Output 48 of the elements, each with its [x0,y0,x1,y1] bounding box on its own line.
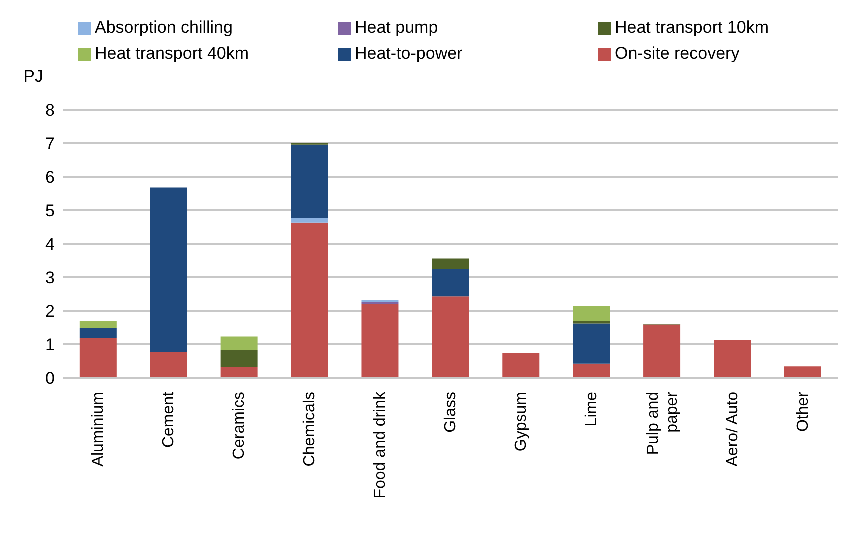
bar [291,144,328,219]
bar [80,328,117,338]
bar [150,352,188,378]
bar [432,269,470,297]
bar [573,364,610,378]
bar [714,340,751,378]
x-tick-label: Glass [442,392,460,433]
legend-label: Heat transport 10km [615,18,770,37]
bar [80,321,117,328]
bar [220,350,258,368]
y-tick-label: 6 [46,168,55,188]
x-tick-label: Food and drink [372,391,390,499]
legend-label: Heat pump [355,18,438,37]
y-tick-label: 4 [46,235,55,254]
x-tick-label: Chemicals [302,392,319,467]
legend-label: On-site recovery [615,44,740,63]
bar [573,306,610,322]
y-tick-label: 3 [46,268,55,288]
bar [502,354,540,378]
y-tick-label: 1 [46,336,55,355]
legend-label: Absorption chilling [95,18,233,37]
bar [432,258,470,270]
x-tick-label: Gypsum [512,392,530,452]
y-tick-label: 5 [46,202,55,221]
y-tick-label: 0 [46,369,55,388]
bar [362,304,399,378]
bar [80,338,117,378]
legend-label: Heat transport 40km [95,44,250,63]
bar [291,222,328,378]
bar [150,188,188,353]
bar [573,324,610,364]
bar [784,366,822,378]
x-tick-label: Lime [583,392,600,427]
x-tick-label: Cement [160,391,178,448]
y-tick-label: 7 [46,134,55,154]
bar [220,336,258,351]
bar [644,324,681,378]
x-tick-label: Aero/ Auto [724,392,742,467]
x-tick-label: Pulp and paper [644,391,681,456]
bar [291,218,328,223]
x-tick-label: Ceramics [231,392,248,460]
y-tick-label: 8 [46,101,55,120]
bar [432,296,470,378]
y-tick-label: 2 [46,302,55,322]
legend-label: Heat-to-power [355,44,463,63]
x-tick-label: Aluminium [90,392,108,467]
x-tick-label: Other [794,391,812,432]
y-axis-title: PJ [24,67,44,86]
